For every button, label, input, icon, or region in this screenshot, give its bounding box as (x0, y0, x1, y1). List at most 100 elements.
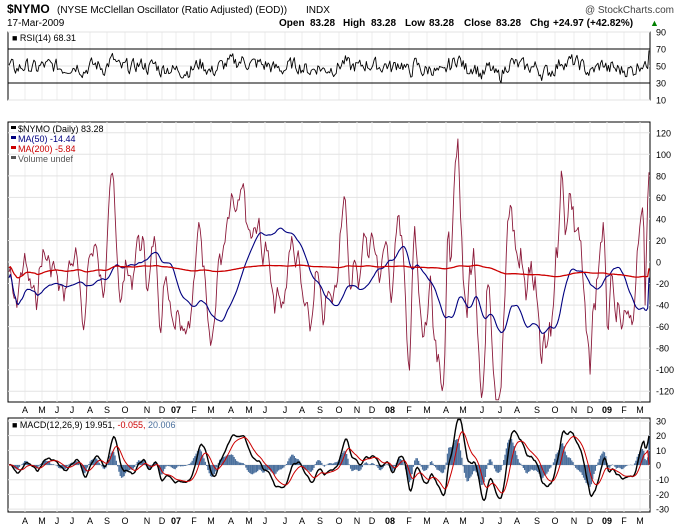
macd-histogram-bar (516, 455, 518, 465)
macd-histogram-bar (552, 462, 555, 465)
macd-histogram-bar (449, 447, 451, 465)
macd-histogram-bar (467, 465, 470, 482)
macd-histogram-bar (183, 465, 186, 466)
macd-histogram-bar (190, 462, 192, 465)
price-y-tick-label: -20 (656, 279, 669, 289)
macd-x-tick-label: J (70, 516, 75, 526)
macd-y-tick-label: 10 (656, 446, 666, 456)
macd-histogram-bar (237, 461, 239, 465)
macd-histogram-bar (330, 463, 332, 465)
macd-histogram-bar (513, 446, 515, 465)
macd-histogram-bar (554, 458, 556, 465)
macd-histogram-bar (357, 465, 360, 472)
macd-histogram-bar (619, 465, 621, 469)
macd-histogram-bar (474, 465, 476, 471)
macd-histogram-bar (174, 465, 176, 470)
macd-histogram-bar (414, 460, 416, 465)
macd-histogram-bar (208, 465, 210, 474)
macd-histogram-bar (576, 465, 578, 470)
macd-histogram-bar (321, 462, 323, 465)
macd-histogram-bar (635, 460, 637, 465)
macd-y-tick-label: 30 (656, 416, 666, 426)
macd-histogram-bar (548, 465, 551, 469)
price-x-tick-label: J (263, 405, 268, 415)
macd-histogram-bar (503, 459, 505, 465)
macd-histogram-bar (151, 465, 153, 466)
price-x-tick-label: A (87, 405, 93, 415)
rsi-y-tick-label: 10 (656, 96, 666, 106)
macd-histogram-bar (113, 451, 115, 465)
macd-histogram-bar (292, 454, 294, 465)
macd-histogram-bar (366, 463, 369, 465)
macd-histogram-bar (185, 465, 187, 466)
macd-histogram-bar (272, 465, 275, 474)
macd-histogram-bar (584, 465, 586, 480)
macd-histogram-bar (111, 451, 114, 465)
macd-x-tick-label: M (423, 516, 431, 526)
macd-histogram-bar (348, 464, 350, 465)
macd-histogram-bar (493, 465, 496, 469)
macd-x-tick-label: 07 (171, 516, 181, 526)
macd-histogram-bar (284, 465, 286, 466)
macd-histogram-bar (281, 465, 284, 469)
macd-histogram-bar (222, 456, 225, 465)
macd-histogram-bar (547, 465, 549, 472)
macd-histogram-bar (487, 463, 489, 465)
macd-histogram-bar (50, 463, 52, 465)
macd-histogram-bar (470, 465, 472, 477)
macd-histogram-bar (277, 465, 280, 471)
macd-histogram-bar (589, 465, 591, 487)
macd-histogram-bar (319, 460, 322, 465)
macd-histogram-bar (225, 455, 227, 465)
price-x-tick-label: 07 (171, 405, 181, 415)
macd-histogram-bar (314, 464, 316, 465)
macd-histogram-bar (445, 462, 447, 465)
macd-histogram-bar (537, 465, 539, 473)
macd-histogram-bar (500, 465, 502, 471)
symbol: $NYMO (7, 2, 50, 16)
macd-x-tick-label: O (121, 516, 128, 526)
macd-x-tick-label: D (587, 516, 594, 526)
macd-histogram-bar (435, 465, 437, 468)
macd-histogram-bar (530, 465, 532, 470)
macd-histogram-bar (644, 458, 646, 465)
macd-histogram-bar (270, 465, 272, 472)
macd-histogram-bar (202, 455, 204, 465)
macd-histogram-bar (141, 460, 144, 465)
macd-histogram-bar (287, 461, 289, 465)
macd-histogram-bar (328, 463, 331, 465)
macd-histogram-bar (347, 458, 349, 465)
macd-histogram-bar (518, 462, 521, 465)
macd-histogram-bar (353, 465, 356, 470)
macd-x-tick-label: J (263, 516, 268, 526)
price-y-tick-label: -40 (656, 301, 669, 311)
price-x-tick-label: S (104, 405, 110, 415)
macd-histogram-bar (486, 465, 488, 470)
macd-histogram-bar (140, 460, 142, 465)
price-x-tick-label: A (228, 405, 234, 415)
macd-histogram-bar (639, 451, 641, 465)
macd-histogram-bar (243, 464, 246, 465)
price-x-tick-label: F (406, 405, 412, 415)
macd-histogram-bar (301, 465, 303, 466)
macd-histogram-bar (173, 465, 175, 469)
macd-histogram-bar (294, 458, 297, 465)
macd-histogram-bar (564, 451, 566, 465)
macd-histogram-bar (479, 465, 481, 483)
macd-histogram-bar (106, 464, 108, 465)
macd-histogram-bar (171, 465, 174, 469)
macd-histogram-bar (509, 438, 511, 465)
macd-x-tick-label: A (228, 516, 234, 526)
macd-histogram-bar (599, 455, 602, 465)
exchange: INDX (306, 5, 330, 16)
price-x-tick-label: J (55, 405, 60, 415)
price-x-tick-label: D (159, 405, 166, 415)
macd-histogram-bar (126, 465, 128, 472)
macd-histogram-bar (77, 462, 80, 465)
macd-histogram-bar (302, 465, 305, 468)
macd-histogram-bar (169, 465, 171, 467)
macd-x-tick-label: F (621, 516, 627, 526)
macd-histogram-bar (263, 465, 265, 473)
